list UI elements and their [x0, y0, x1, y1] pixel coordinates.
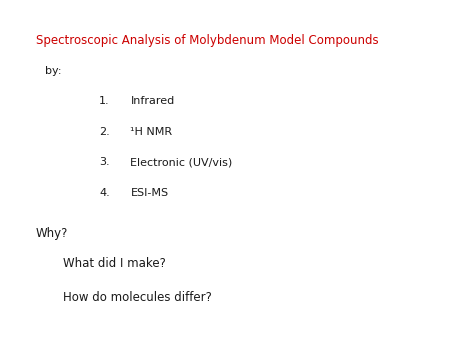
Text: Spectroscopic Analysis of Molybdenum Model Compounds: Spectroscopic Analysis of Molybdenum Mod… [36, 34, 378, 47]
Text: Infrared: Infrared [130, 96, 175, 106]
Text: How do molecules differ?: How do molecules differ? [63, 291, 212, 304]
Text: ESI-MS: ESI-MS [130, 188, 169, 198]
Text: 1.: 1. [99, 96, 110, 106]
Text: by:: by: [45, 66, 62, 76]
Text: Electronic (UV/vis): Electronic (UV/vis) [130, 157, 233, 167]
Text: 4.: 4. [99, 188, 110, 198]
Text: ¹H NMR: ¹H NMR [130, 127, 173, 137]
Text: What did I make?: What did I make? [63, 257, 166, 270]
Text: 3.: 3. [99, 157, 110, 167]
Text: Why?: Why? [36, 227, 68, 240]
Text: 2.: 2. [99, 127, 110, 137]
